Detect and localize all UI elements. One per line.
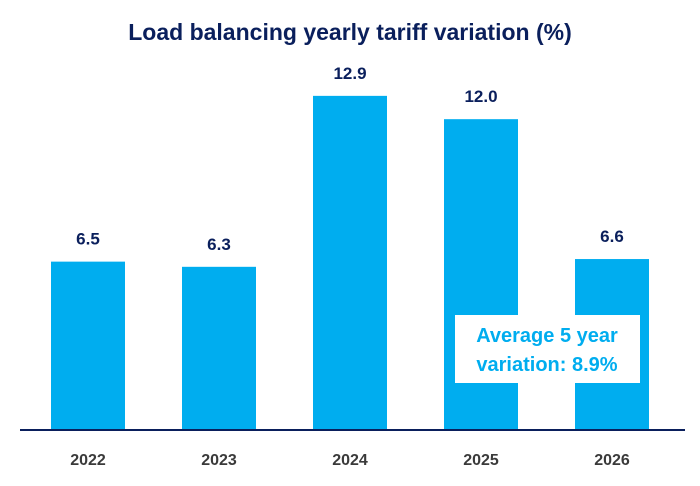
value-label-2022: 6.5: [76, 230, 100, 249]
x-tick-label-2024: 2024: [332, 452, 368, 469]
x-tick-label-2022: 2022: [70, 452, 106, 469]
x-tick-label-2025: 2025: [463, 452, 499, 469]
x-tick-label-2026: 2026: [594, 452, 630, 469]
bar-2025: [444, 119, 518, 430]
bar-2024: [313, 95, 387, 430]
annotation-box: [455, 315, 640, 383]
value-label-2024: 12.9: [333, 64, 366, 83]
annotation-line-1: Average 5 year: [476, 325, 618, 347]
bar-2023: [182, 266, 256, 430]
x-tick-labels-group: 2022 2023 2024 2025 2026: [70, 452, 630, 469]
x-tick-label-2023: 2023: [201, 452, 237, 469]
annotation-line-2: variation: 8.9%: [476, 354, 617, 376]
value-label-2025: 12.0: [464, 87, 497, 106]
bar-2022: [51, 261, 125, 430]
average-annotation: Average 5 year variation: 8.9%: [455, 315, 640, 383]
value-label-2026: 6.6: [600, 227, 624, 246]
chart-title: Load balancing yearly tariff variation (…: [128, 19, 572, 45]
value-label-2023: 6.3: [207, 235, 231, 254]
value-labels-group: 6.5 6.3 12.9 12.0 6.6: [76, 64, 624, 254]
